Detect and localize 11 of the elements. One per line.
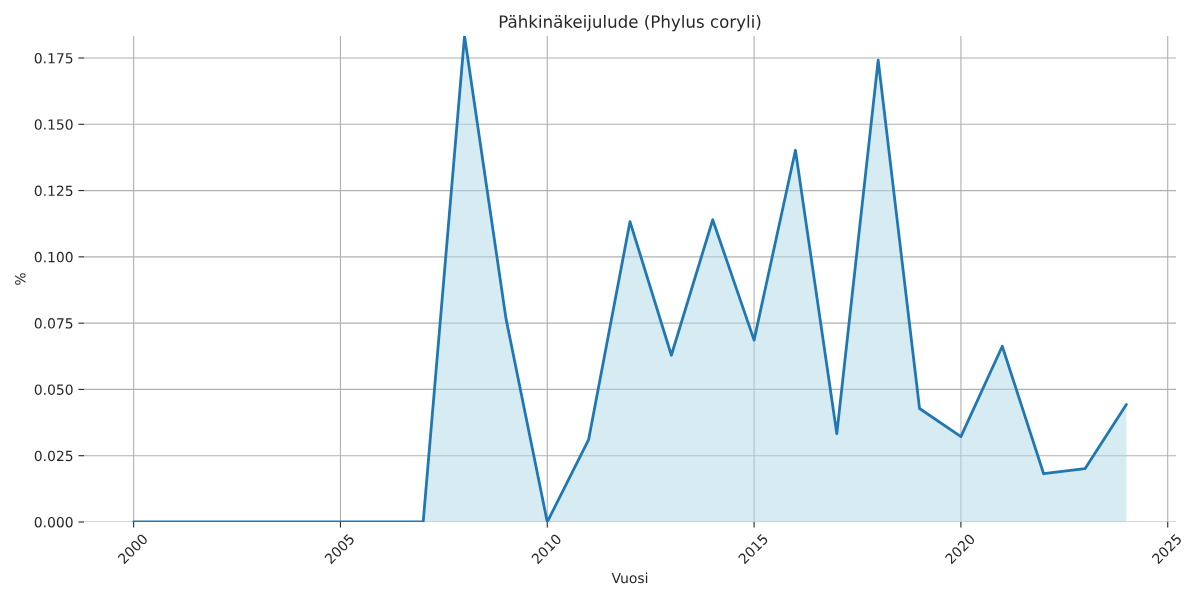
chart-title: Pähkinäkeijulude (Phylus coryli) [499,15,761,32]
y-tick-label: 0.150 [34,119,73,130]
x-axis-title: Vuosi [611,572,648,584]
y-tick-label: 0.025 [34,450,73,462]
y-tick-label: 0.050 [34,384,73,395]
y-tick-label: 0.100 [34,251,73,263]
y-tick-label: 0.000 [34,516,73,528]
y-tick-label: 0.075 [34,318,73,329]
y-axis-title: % [15,273,26,285]
y-tick-label: 0.175 [34,52,73,64]
y-tick-label: 0.125 [34,185,73,197]
